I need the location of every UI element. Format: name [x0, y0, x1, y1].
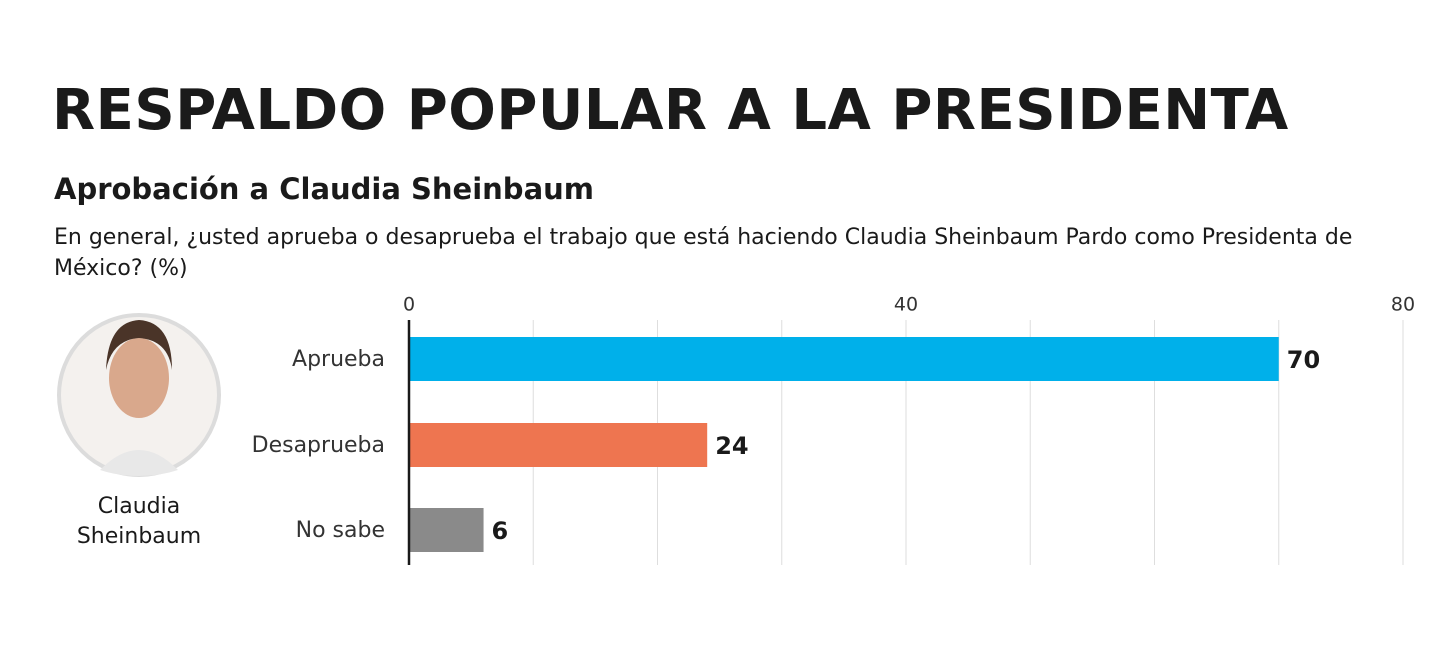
- y-tick-label: Desaprueba: [252, 433, 385, 458]
- chart-subtitle: Aprobación a Claudia Sheinbaum: [54, 172, 594, 206]
- bar: [409, 337, 1279, 381]
- value-label: 6: [492, 517, 509, 545]
- bar: [409, 508, 484, 552]
- bar: [409, 423, 708, 467]
- x-tick-label: 40: [894, 294, 918, 316]
- question: En general, ¿usted aprueba o desaprueba …: [54, 225, 1353, 281]
- x-tick-label: 80: [1391, 294, 1415, 316]
- y-tick-label: Aprueba: [292, 347, 385, 372]
- x-tick-label: 0: [403, 294, 415, 316]
- person-name: Claudia Sheinbaum: [76, 494, 202, 549]
- chart-title: RESPALDO POPULAR A LA PRESIDENTA: [52, 78, 1289, 143]
- y-tick-label: No sabe: [296, 518, 385, 543]
- portrait: [57, 313, 221, 477]
- value-label: 70: [1287, 346, 1320, 374]
- value-label: 24: [715, 432, 748, 460]
